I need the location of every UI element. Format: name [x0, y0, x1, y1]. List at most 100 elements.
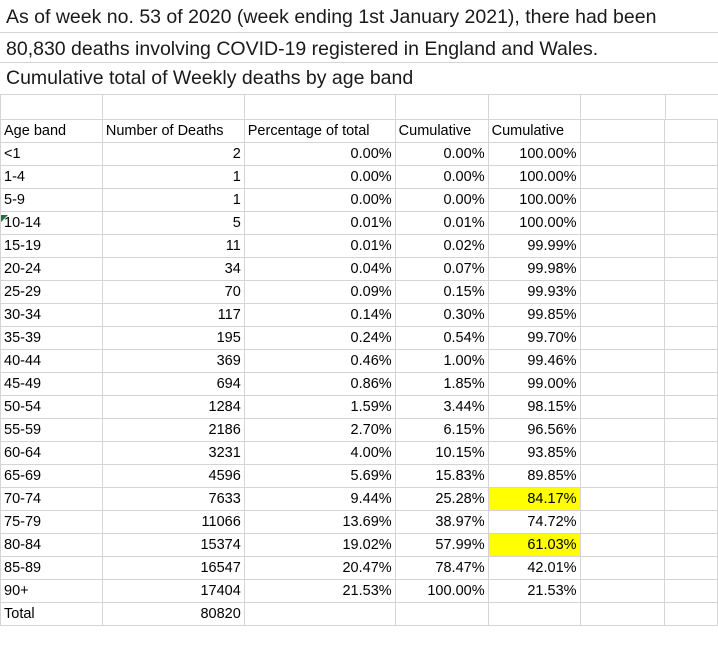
cumulative-up-cell[interactable]: 57.99%	[394, 533, 489, 557]
deaths-cell[interactable]: 2	[101, 142, 245, 166]
deaths-cell[interactable]: 7633	[101, 487, 245, 511]
cumulative-up-cell[interactable]: 25.28%	[394, 487, 489, 511]
percentage-cell[interactable]: 20.47%	[243, 556, 396, 580]
empty-cell[interactable]	[579, 556, 666, 580]
deaths-cell[interactable]: 5	[101, 211, 245, 235]
empty-cell[interactable]	[664, 119, 718, 143]
percentage-cell[interactable]: 1.59%	[243, 395, 396, 419]
deaths-cell[interactable]: 17404	[101, 579, 245, 603]
percentage-cell[interactable]: 0.09%	[243, 280, 396, 304]
empty-cell[interactable]	[664, 418, 718, 442]
deaths-cell[interactable]: 34	[101, 257, 245, 281]
empty-cell[interactable]	[579, 487, 666, 511]
deaths-cell[interactable]: 3231	[101, 441, 245, 465]
cumulative-up-cell[interactable]: 0.00%	[394, 188, 489, 212]
empty-cell[interactable]	[579, 119, 666, 143]
percentage-cell[interactable]: 2.70%	[243, 418, 396, 442]
cumulative-down-cell[interactable]: 99.98%	[487, 257, 581, 281]
percentage-cell[interactable]: 9.44%	[243, 487, 396, 511]
cumulative-down-cell[interactable]: 99.99%	[487, 234, 581, 258]
empty-cell[interactable]	[579, 234, 666, 258]
empty-cell[interactable]	[579, 441, 666, 465]
deaths-cell[interactable]: 16547	[101, 556, 245, 580]
cumulative-down-cell[interactable]: 21.53%	[487, 579, 581, 603]
cumulative-down-cell[interactable]: 100.00%	[487, 165, 581, 189]
total-deaths-cell[interactable]: 80820	[101, 602, 245, 626]
column-header[interactable]: Cumulative	[487, 119, 581, 143]
cumulative-up-cell[interactable]: 1.00%	[394, 349, 489, 373]
age-band-cell[interactable]: 15-19	[0, 234, 103, 258]
age-band-cell[interactable]: 10-14	[0, 211, 103, 235]
column-header[interactable]: Percentage of total	[243, 119, 396, 143]
empty-cell[interactable]	[579, 418, 666, 442]
deaths-cell[interactable]: 2186	[101, 418, 245, 442]
percentage-cell[interactable]: 19.02%	[243, 533, 396, 557]
percentage-cell[interactable]: 0.01%	[243, 211, 396, 235]
age-band-cell[interactable]: 60-64	[0, 441, 103, 465]
cumulative-up-cell[interactable]: 78.47%	[394, 556, 489, 580]
deaths-cell[interactable]: 1284	[101, 395, 245, 419]
empty-cell[interactable]	[579, 280, 666, 304]
empty-cell[interactable]	[664, 165, 718, 189]
empty-cell[interactable]	[664, 234, 718, 258]
age-band-cell[interactable]: 85-89	[0, 556, 103, 580]
age-band-cell[interactable]: 25-29	[0, 280, 103, 304]
empty-cell[interactable]	[579, 211, 666, 235]
empty-cell[interactable]	[664, 211, 718, 235]
age-band-cell[interactable]: 70-74	[0, 487, 103, 511]
percentage-cell[interactable]: 4.00%	[243, 441, 396, 465]
deaths-cell[interactable]: 11066	[101, 510, 245, 534]
deaths-cell[interactable]: 11	[101, 234, 245, 258]
percentage-cell[interactable]: 0.00%	[243, 165, 396, 189]
cumulative-down-cell[interactable]: 100.00%	[487, 211, 581, 235]
age-band-cell[interactable]: 90+	[0, 579, 103, 603]
age-band-cell[interactable]: 80-84	[0, 533, 103, 557]
empty-cell[interactable]	[664, 349, 718, 373]
cumulative-down-cell[interactable]: 84.17%	[487, 487, 581, 511]
deaths-cell[interactable]: 694	[101, 372, 245, 396]
empty-cell[interactable]	[664, 280, 718, 304]
percentage-cell[interactable]: 0.00%	[243, 142, 396, 166]
empty-cell[interactable]	[664, 188, 718, 212]
cumulative-up-cell[interactable]: 0.00%	[394, 142, 489, 166]
empty-cell[interactable]	[579, 165, 666, 189]
empty-cell[interactable]	[579, 188, 666, 212]
empty-cell[interactable]	[579, 533, 666, 557]
percentage-cell[interactable]: 0.46%	[243, 349, 396, 373]
percentage-cell[interactable]: 0.24%	[243, 326, 396, 350]
empty-cell[interactable]	[394, 602, 489, 626]
age-band-cell[interactable]: 75-79	[0, 510, 103, 534]
empty-cell[interactable]	[664, 441, 718, 465]
age-band-cell[interactable]: 1-4	[0, 165, 103, 189]
cumulative-up-cell[interactable]: 0.00%	[394, 165, 489, 189]
empty-cell[interactable]	[664, 303, 718, 327]
deaths-cell[interactable]: 15374	[101, 533, 245, 557]
empty-cell[interactable]	[664, 602, 718, 626]
deaths-cell[interactable]: 1	[101, 165, 245, 189]
empty-cell[interactable]	[664, 556, 718, 580]
empty-cell[interactable]	[664, 257, 718, 281]
total-label-cell[interactable]: Total	[0, 602, 103, 626]
cumulative-down-cell[interactable]: 93.85%	[487, 441, 581, 465]
cumulative-down-cell[interactable]: 42.01%	[487, 556, 581, 580]
cumulative-up-cell[interactable]: 38.97%	[394, 510, 489, 534]
age-band-cell[interactable]: <1	[0, 142, 103, 166]
age-band-cell[interactable]: 45-49	[0, 372, 103, 396]
percentage-cell[interactable]: 0.86%	[243, 372, 396, 396]
percentage-cell[interactable]: 0.14%	[243, 303, 396, 327]
deaths-cell[interactable]: 195	[101, 326, 245, 350]
empty-cell[interactable]	[664, 142, 718, 166]
deaths-cell[interactable]: 4596	[101, 464, 245, 488]
cumulative-up-cell[interactable]: 1.85%	[394, 372, 489, 396]
empty-cell[interactable]	[487, 602, 581, 626]
cumulative-up-cell[interactable]: 0.07%	[394, 257, 489, 281]
age-band-cell[interactable]: 35-39	[0, 326, 103, 350]
cumulative-up-cell[interactable]: 0.30%	[394, 303, 489, 327]
cumulative-up-cell[interactable]: 0.15%	[394, 280, 489, 304]
cumulative-down-cell[interactable]: 99.85%	[487, 303, 581, 327]
cumulative-down-cell[interactable]: 89.85%	[487, 464, 581, 488]
deaths-cell[interactable]: 1	[101, 188, 245, 212]
deaths-cell[interactable]: 70	[101, 280, 245, 304]
cumulative-down-cell[interactable]: 98.15%	[487, 395, 581, 419]
percentage-cell[interactable]: 0.00%	[243, 188, 396, 212]
